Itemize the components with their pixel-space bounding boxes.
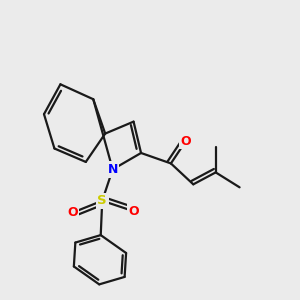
- Text: O: O: [128, 205, 139, 218]
- Text: O: O: [67, 206, 78, 219]
- Text: N: N: [107, 163, 118, 176]
- Text: O: O: [181, 134, 191, 148]
- Text: S: S: [98, 194, 107, 207]
